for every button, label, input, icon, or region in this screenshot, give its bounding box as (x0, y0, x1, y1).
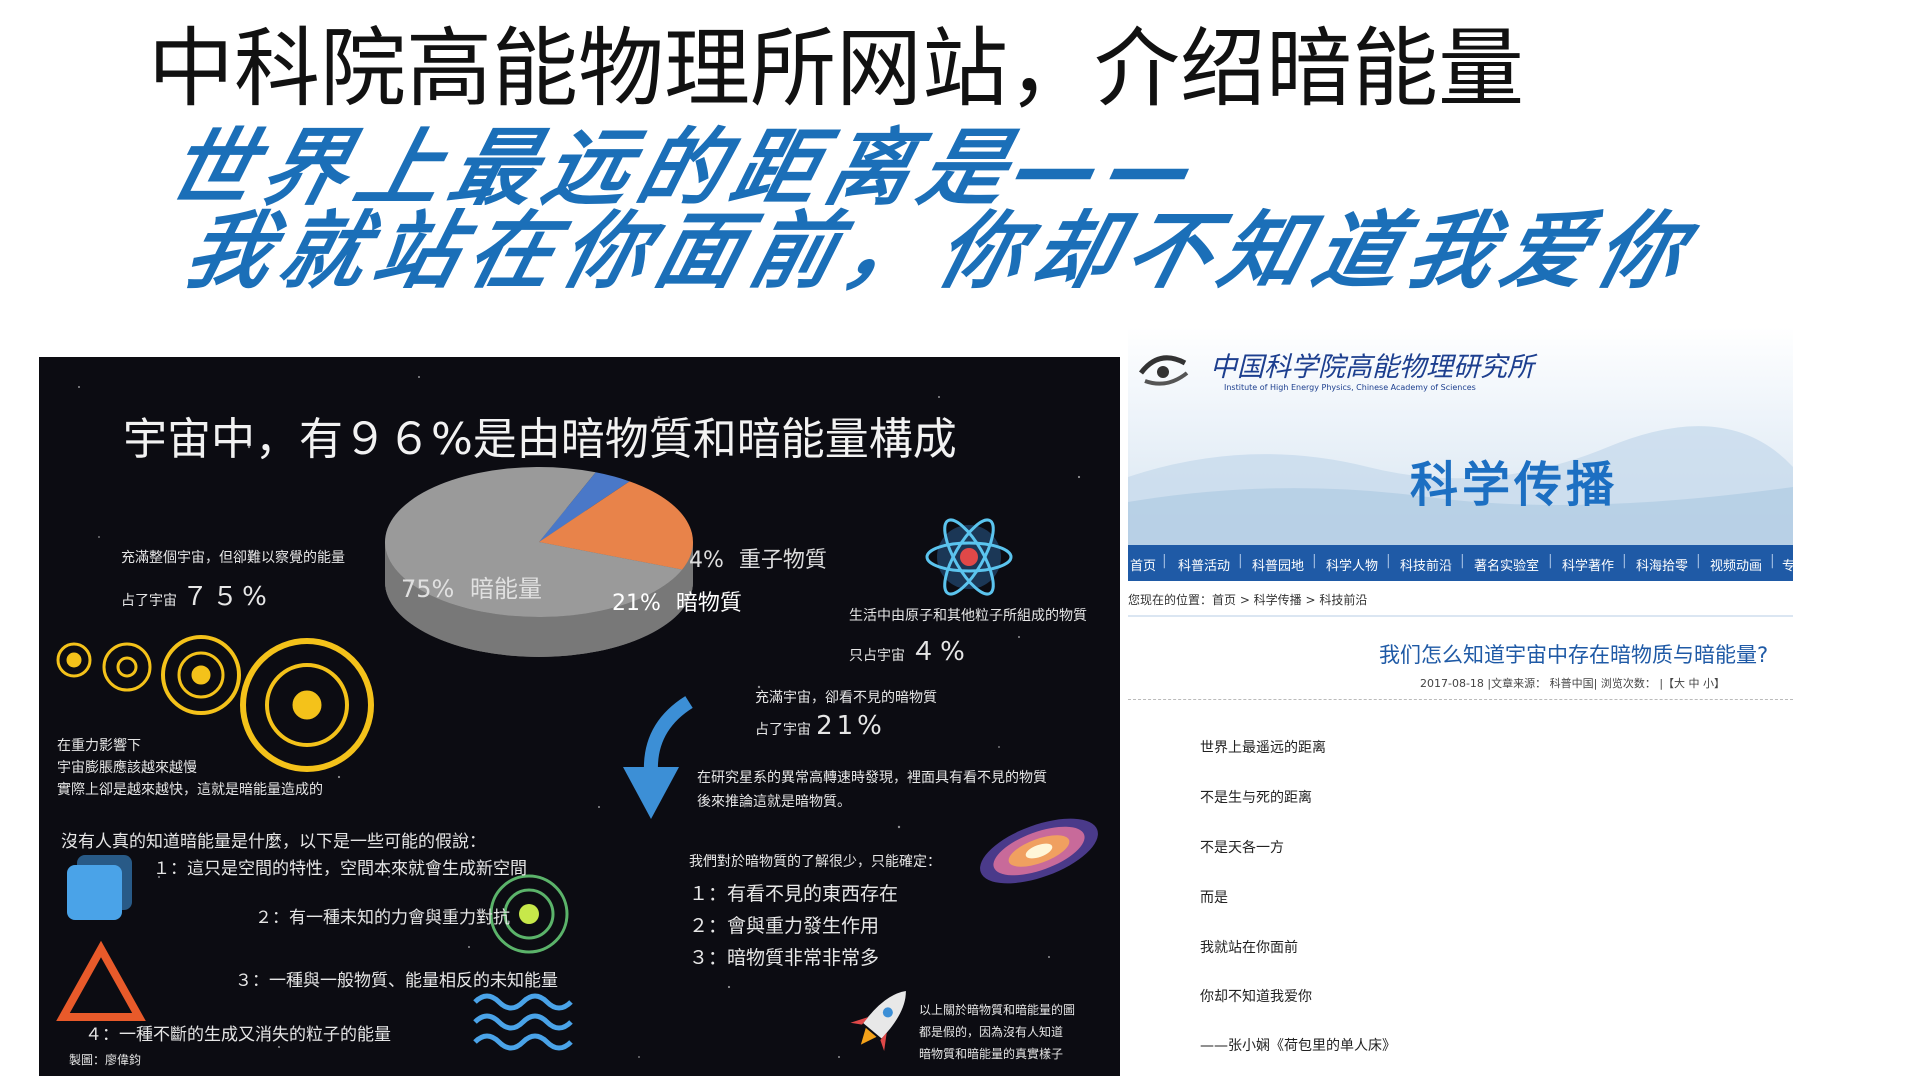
hypothesis-2: ２：有一種未知的力會與重力對抗 (255, 908, 510, 928)
knowledge-intro: 我們對於暗物質的了解很少，只能確定： (689, 854, 941, 870)
dark-universe-infographic: 75% 暗能量 21% 暗物質 4% 重子物質 (39, 357, 1120, 1076)
article-line-2: 不是生与死的距离 (1200, 790, 1312, 806)
triangle-icon (56, 940, 146, 1021)
nav-outreach-activities[interactable]: 科普活动 (1178, 559, 1231, 574)
nav-frontier[interactable]: 科技前沿 (1400, 559, 1453, 574)
pie-label-baryon: 4% 重子物質 (689, 548, 827, 573)
breadcrumb-divider (1128, 615, 1793, 617)
galaxy-icon (980, 818, 1098, 884)
nav-home[interactable]: 首页 (1130, 559, 1157, 574)
knowledge-item-3: ３：暗物質非常非常多 (689, 947, 880, 969)
ihep-logo-icon (1139, 355, 1189, 386)
article-line-3: 不是天各一方 (1200, 840, 1284, 856)
curved-arrow-icon (623, 696, 693, 819)
nav-science-books[interactable]: 科学著作 (1562, 559, 1615, 574)
baryon-share: 只占宇宙 ４% (849, 637, 969, 667)
dark-energy-desc: 充滿整個宇宙，但卻難以察覺的能量 (121, 550, 345, 566)
starfield-background: 75% 暗能量 21% 暗物質 4% 重子物質 (56, 376, 1098, 1058)
article-line-1: 世界上最遥远的距离 (1200, 740, 1326, 756)
site-nav-bar: 首页 | 科普活动 | 科普园地 | 科学人物 | 科技前沿 | 著名实验室 |… (1128, 545, 1793, 581)
hypotheses-intro: 沒有人真的知道暗能量是什麼，以下是一些可能的假說： (61, 832, 486, 852)
banner-art (1128, 355, 1793, 545)
gravity-line-2: 宇宙膨脹應該越來越慢 (57, 760, 197, 776)
dark-matter-share: 占了宇宙 21% (755, 711, 886, 741)
waves-icon (473, 993, 573, 1051)
pie-slice-dark-energy (385, 467, 683, 617)
infographic-title: 宇宙中，有９６%是由暗物質和暗能量構成 (123, 414, 957, 465)
hypothesis-4: ４：一種不斷的生成又消失的粒子的能量 (85, 1025, 391, 1045)
article-title: 我们怎么知道宇宙中存在暗物质与暗能量? (1379, 643, 1769, 667)
pie-slice-dark-matter (539, 481, 694, 570)
dark-matter-desc: 充滿宇宙，卻看不見的暗物質 (755, 690, 937, 706)
green-orbit-icon (489, 874, 569, 954)
logo-chinese-name: 中国科学院高能物理研究所 (1210, 352, 1534, 383)
pie-label-dark-matter: 21% 暗物質 (612, 591, 742, 616)
gravity-line-3: 實際上卻是越來越快，這就是暗能量造成的 (57, 782, 323, 798)
article-line-5: 我就站在你面前 (1200, 940, 1298, 956)
article-divider (1128, 699, 1793, 701)
nav-science-garden[interactable]: 科普园地 (1252, 559, 1305, 574)
knowledge-item-2: ２：會與重力發生作用 (689, 915, 880, 937)
banner-title: 科学传播 (1410, 457, 1619, 513)
nav-videos[interactable]: 视频动画 (1710, 559, 1763, 574)
nav-science-trivia[interactable]: 科海拾零 (1636, 559, 1689, 574)
article-line-4: 而是 (1200, 890, 1228, 906)
galaxy-line-2: 後來推論這就是暗物質。 (697, 794, 851, 810)
infographic-credit: 製圖：廖偉鈞 (69, 1053, 142, 1067)
disclaimer-line-1: 以上關於暗物質和暗能量的圖 (919, 1003, 1076, 1017)
dark-energy-share: 占了宇宙 ７５% (121, 582, 271, 612)
knowledge-item-1: １：有看不見的東西存在 (689, 883, 899, 905)
breadcrumb[interactable]: 您现在的位置：首页 > 科学传播 > 科技前沿 (1128, 593, 1368, 607)
disclaimer-line-2: 都是假的，因為沒有人知道 (919, 1025, 1064, 1039)
pie-chart: 75% 暗能量 21% 暗物質 4% 重子物質 (385, 467, 827, 657)
pie-slice-baryon (539, 472, 630, 542)
nav-scientists[interactable]: 科学人物 (1326, 559, 1379, 574)
article-meta: 2017-08-18 |文章来源： 科普中国| 浏览次数： |【大 中 小】 (1420, 677, 1726, 690)
orbit-icons-yellow (56, 635, 374, 772)
site-banner: 中国科学院高能物理研究所 Institute of High Energy Ph… (1128, 327, 1793, 545)
article-line-6: 你却不知道我爱你 (1200, 989, 1312, 1005)
nav-famous-labs[interactable]: 著名实验室 (1474, 559, 1540, 574)
pie-label-dark-energy: 75% 暗能量 (401, 575, 542, 603)
stacked-squares-icon (67, 855, 132, 920)
article-line-7: ——张小娴《荷包里的单人床》 (1200, 1038, 1396, 1054)
slide-title: 中科院高能物理所网站，介绍暗能量 (148, 19, 1524, 119)
logo-english-name: Institute of High Energy Physics, Chines… (1224, 383, 1476, 392)
baryon-desc: 生活中由原子和其他粒子所組成的物質 (849, 608, 1087, 624)
ihep-website-screenshot: 中国科学院高能物理研究所 Institute of High Energy Ph… (1128, 327, 1793, 1076)
hypothesis-3: ３：一種與一般物質、能量相反的未知能量 (235, 971, 558, 991)
slide-subtitle-line2: 我就站在你面前，你却不知道我爱你 (175, 202, 1705, 300)
rocket-icon (850, 990, 906, 1052)
galaxy-line-1: 在研究星系的異常高轉速時發現，裡面具有看不見的物質 (697, 770, 1047, 786)
nav-more[interactable]: 专 (1782, 559, 1793, 574)
atom-icon (925, 518, 1013, 596)
disclaimer-line-3: 暗物質和暗能量的真實樣子 (919, 1047, 1064, 1061)
slide-subtitle-line1: 世界上最远的距离是—— (157, 119, 1217, 217)
hypothesis-1: １：這只是空間的特性，空間本來就會生成新空間 (153, 859, 527, 879)
gravity-line-1: 在重力影響下 (57, 738, 141, 754)
